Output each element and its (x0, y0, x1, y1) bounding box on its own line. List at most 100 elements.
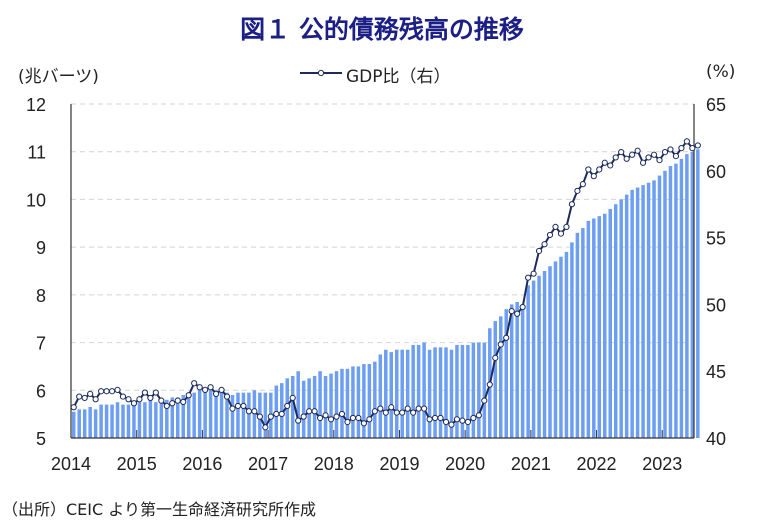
bar (290, 375, 295, 438)
gdp-ratio-point (426, 416, 433, 423)
right-tick-label: 60 (706, 162, 726, 182)
bar (154, 402, 158, 438)
bar (477, 342, 481, 438)
gdp-ratio-point (464, 418, 472, 426)
left-tick-label: 12 (26, 95, 46, 115)
gdp-ratio-point (623, 155, 630, 162)
bar (455, 344, 459, 438)
gdp-ratio-point (322, 412, 329, 419)
right-tick-label: 55 (706, 229, 726, 249)
left-tick-label: 6 (36, 381, 46, 401)
gdp-ratio-point (371, 408, 378, 415)
bar (214, 390, 218, 438)
gdp-ratio-point (650, 151, 658, 158)
gdp-ratio-point (421, 405, 428, 412)
bar (247, 392, 251, 438)
gdp-ratio-point (475, 412, 482, 419)
bar (438, 347, 443, 438)
gdp-ratio-point (295, 417, 302, 424)
gdp-ratio-point (634, 147, 641, 154)
gdp-ratio-point (437, 414, 444, 422)
gdp-ratio-point (514, 310, 521, 317)
x-tick-label: 2021 (511, 454, 551, 474)
gdp-ratio-point (607, 162, 614, 169)
bar (471, 342, 476, 438)
bar (619, 199, 623, 438)
left-tick-label: 11 (27, 143, 46, 163)
bar (570, 242, 574, 438)
x-tick-label: 2020 (445, 454, 485, 474)
x-tick-label: 2017 (248, 454, 288, 474)
gdp-ratio-point (492, 354, 499, 361)
bar (71, 411, 76, 438)
bar (208, 390, 213, 438)
gdp-ratio-point (486, 381, 493, 388)
bar (608, 208, 612, 438)
bar (668, 166, 673, 438)
gdp-ratio-point (525, 274, 532, 281)
bar (77, 409, 81, 438)
bar (504, 309, 508, 438)
bar (170, 397, 175, 438)
bar (312, 375, 317, 438)
gdp-ratio-point (316, 414, 324, 422)
bar (378, 354, 383, 438)
bar (466, 344, 470, 438)
bar (657, 175, 662, 439)
bar (493, 321, 498, 438)
right-axis-label: (%) (706, 62, 736, 82)
gdp-ratio-point (470, 414, 477, 422)
gdp-ratio-point (530, 270, 537, 277)
gdp-ratio-point (355, 414, 362, 422)
bar (104, 404, 109, 438)
bar (362, 364, 366, 438)
gdp-ratio-point (596, 166, 603, 173)
chart-title: 図１ 公的債務残高の推移 (240, 15, 524, 44)
bar (99, 404, 103, 438)
bar (559, 256, 563, 438)
bar (433, 347, 437, 438)
bar (449, 349, 454, 438)
bar (603, 213, 607, 438)
legend-label: GDP比（右） (346, 67, 451, 87)
bar (389, 352, 394, 438)
gdp-ratio-point (114, 386, 121, 394)
gdp-ratio-point (497, 341, 504, 348)
gdp-ratio-point (535, 247, 543, 255)
bar (542, 271, 547, 438)
gdp-ratio-point (399, 409, 406, 416)
bar (241, 392, 246, 438)
bar (384, 349, 388, 438)
gdp-ratio-point (344, 418, 351, 426)
bar (537, 275, 541, 438)
bar (630, 189, 634, 438)
gdp-ratio-point (508, 307, 515, 315)
bar (597, 216, 602, 438)
bar (137, 402, 142, 438)
bar (197, 387, 202, 438)
gdp-ratio-point (119, 393, 127, 400)
gdp-ratio-point (579, 181, 586, 188)
bar (586, 220, 591, 438)
right-tick-label: 65 (706, 95, 726, 115)
bar (592, 218, 596, 438)
gdp-ratio-point (300, 413, 307, 420)
bar (509, 304, 514, 438)
bar (444, 347, 448, 438)
bar (564, 251, 569, 438)
gdp-ratio-point (185, 392, 192, 399)
x-tick-label: 2015 (117, 454, 157, 474)
gdp-ratio-point (661, 148, 669, 156)
right-tick-label: 45 (706, 362, 726, 382)
gdp-ratio-point (98, 388, 105, 395)
bar (652, 180, 656, 439)
gdp-ratio-point (87, 390, 94, 398)
gdp-ratio-point (448, 421, 455, 428)
gdp-ratio-point (191, 380, 198, 387)
bar (219, 392, 224, 438)
gdp-ratio-point (267, 413, 274, 420)
bar (635, 187, 640, 438)
bar (132, 402, 136, 438)
gdp-ratio-point (612, 154, 619, 161)
bar (553, 261, 558, 438)
